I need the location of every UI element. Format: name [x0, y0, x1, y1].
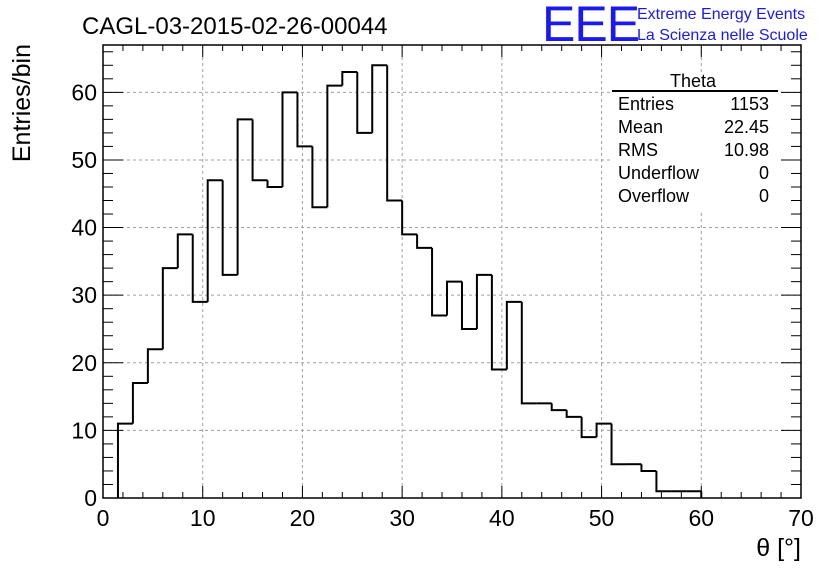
stats-rows: Entries 1153 Mean 22.45 RMS 10.98 Underflow 0 Ov… — [618, 94, 769, 206]
y-tick-label: 30 — [71, 282, 97, 308]
eee-logo: EEE — [542, 0, 639, 52]
histogram-bin — [416, 234, 433, 249]
histogram-bin — [520, 301, 537, 405]
histogram-bin — [296, 92, 313, 148]
histogram-bin — [266, 180, 283, 188]
histogram-bin — [655, 470, 672, 493]
histogram-bin — [146, 348, 163, 384]
stats-row-value: 0 — [759, 186, 769, 206]
grid-lines — [103, 45, 801, 498]
histogram-bin — [371, 64, 388, 133]
x-tick-label: 30 — [389, 505, 415, 531]
y-tick-label: 10 — [71, 417, 97, 443]
axis-ticks — [102, 45, 802, 499]
y-axis-label: Entries/bin — [8, 44, 36, 162]
histogram-bin — [221, 180, 238, 276]
histogram-bin — [640, 464, 657, 472]
stats-row-label: Entries — [618, 94, 674, 114]
brand-line-2: La Scienza nelle Scuole — [637, 27, 808, 44]
histogram-bin — [311, 146, 328, 209]
stats-box-background — [612, 72, 778, 210]
stats-row-label: Mean — [618, 117, 663, 137]
histogram-bin — [490, 274, 507, 371]
x-axis-label: θ [°] — [756, 534, 801, 562]
histogram-bin — [446, 280, 462, 316]
axis-tick-labels: 0 10 20 30 40 50 60 70 0 10 20 30 40 50 60 — [71, 79, 813, 531]
histogram-bin — [550, 403, 567, 412]
y-tick-label: 20 — [71, 350, 97, 376]
histogram — [116, 64, 703, 498]
histogram-bin — [595, 422, 612, 438]
brand-line-1: Extreme Energy Events — [637, 6, 805, 23]
x-tick-label: 40 — [489, 505, 515, 531]
plot-frame — [102, 44, 802, 499]
histogram-bin — [131, 382, 148, 424]
stats-box: Theta Entries 1153 Mean 22.45 RMS 10.98 Underf… — [612, 71, 778, 210]
x-tick-label: 0 — [97, 505, 110, 531]
x-tick-label: 60 — [688, 505, 714, 531]
stats-row-label: Underflow — [618, 163, 700, 183]
brand-logo-group: EEE Extreme Energy Events La Scienza nel… — [542, 0, 808, 52]
histogram-bin — [356, 72, 373, 134]
stats-row-label: Overflow — [618, 186, 690, 206]
histogram-bin — [206, 179, 223, 302]
stats-row-value: 22.45 — [724, 117, 769, 137]
histogram-bin — [460, 281, 477, 330]
histogram-bin — [236, 118, 253, 275]
y-tick-label: 60 — [71, 79, 97, 105]
stats-row-label: RMS — [618, 140, 658, 160]
stats-row-value: 10.98 — [724, 140, 769, 160]
histogram-bin — [176, 233, 193, 269]
histogram-bin — [341, 71, 358, 86]
stats-row-value: 0 — [759, 163, 769, 183]
histogram-bin — [431, 247, 448, 317]
histogram-bin — [326, 84, 343, 208]
stats-row-value: 1153 — [730, 94, 769, 114]
histogram-bin — [386, 65, 403, 202]
histogram-bin — [580, 416, 597, 439]
x-tick-label: 20 — [290, 505, 316, 531]
histogram-bin — [281, 91, 298, 187]
stats-title: Theta — [670, 71, 717, 91]
x-tick-label: 70 — [788, 505, 814, 531]
x-tick-label: 10 — [190, 505, 216, 531]
histogram-bin — [565, 410, 582, 418]
histogram-bin — [401, 200, 418, 236]
y-tick-label: 50 — [71, 147, 97, 173]
plot-border — [102, 44, 802, 499]
chart-title: CAGL-03-2015-02-26-00044 — [82, 13, 388, 40]
histogram-bin — [610, 423, 627, 466]
x-tick-label: 50 — [589, 505, 615, 531]
histogram-bin — [116, 422, 133, 498]
histogram-bin — [475, 273, 492, 329]
histogram-bin — [251, 119, 268, 182]
histogram-bin — [191, 234, 208, 303]
histogram-bin — [505, 300, 522, 370]
histogram-bin — [161, 267, 178, 350]
y-tick-label: 0 — [84, 485, 97, 511]
y-tick-label: 40 — [71, 215, 97, 241]
